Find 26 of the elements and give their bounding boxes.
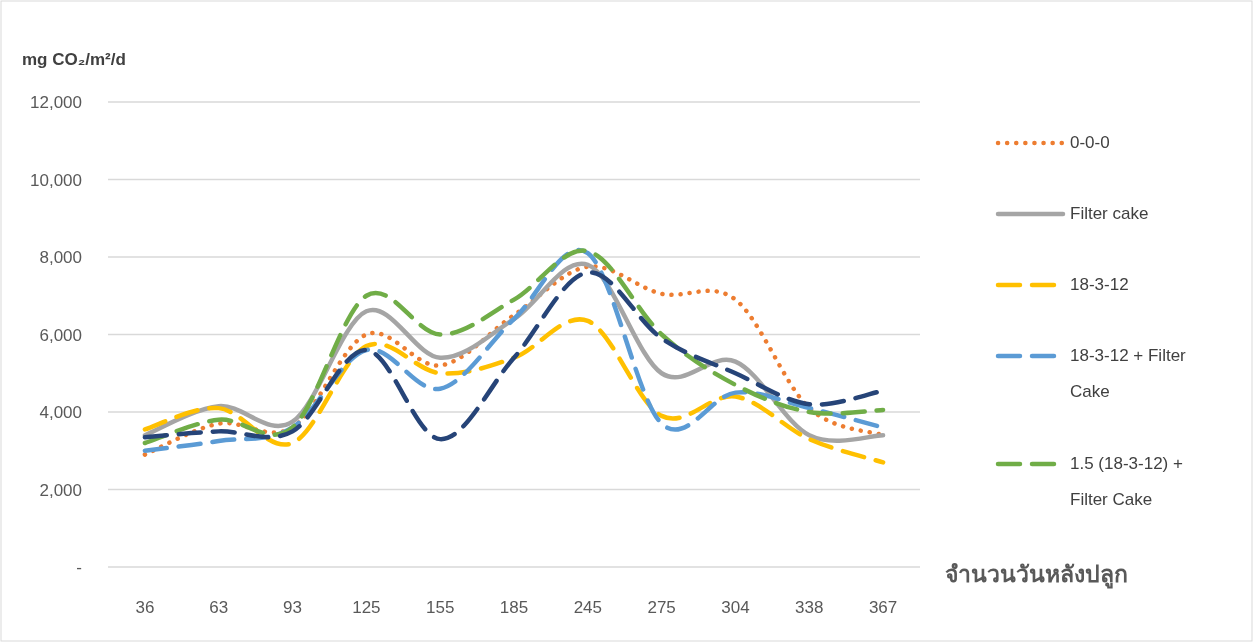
legend-label: 18-3-12 [1070,274,1130,296]
legend-label: 1.5 (18-3-12) + Filter Cake [1070,453,1184,511]
x-tick-label: 155 [425,598,455,617]
x-tick-label: 245 [573,598,603,617]
x-tick-label: 275 [647,598,676,617]
x-axis-title: จำนวนวันหลังปลูก [945,561,1128,589]
y-axis-title: mg CO₂/m²/d [22,50,126,69]
legend-label: Filter cake [1070,203,1150,225]
x-tick-label: 93 [283,598,303,617]
x-tick-label: 338 [795,598,824,617]
x-tick-label: 63 [209,598,229,617]
x-tick-label: 36 [135,598,155,617]
line-series [142,317,886,465]
y-tick-label: - [76,558,82,577]
y-tick-label: 8,000 [39,248,82,267]
y-tick-label: 6,000 [39,325,82,345]
x-tick-label: 185 [499,598,529,617]
legend-label: 0-0-0 [1070,132,1111,154]
y-tick-label: 10,000 [30,170,82,190]
x-tick-label: 125 [352,598,381,617]
legend-label: 18-3-12 + Filter Cake [1070,345,1187,403]
y-tick-label: 12,000 [30,93,82,112]
y-tick-label: 2,000 [39,480,82,500]
x-tick-label: 367 [868,598,898,617]
y-tick-label: 4,000 [39,403,82,422]
x-tick-label: 304 [721,598,750,617]
